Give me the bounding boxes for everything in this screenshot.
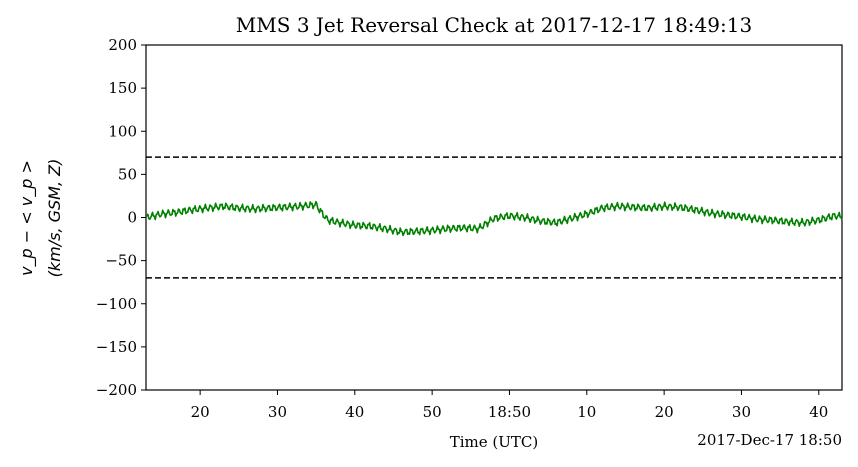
y-tick-label: −100: [96, 295, 137, 313]
y-tick-label: 200: [108, 36, 137, 54]
y-tick-label: −150: [96, 338, 137, 356]
x-axis-label: Time (UTC): [450, 433, 539, 451]
x-tick-label: 18:50: [488, 403, 531, 421]
y-tick-label: 50: [118, 165, 137, 183]
y-tick-label: −50: [105, 252, 137, 270]
y-tick-label: 0: [127, 209, 137, 227]
y-tick-label: −200: [96, 381, 137, 399]
x-tick-label: 20: [191, 403, 210, 421]
x-tick-label: 30: [268, 403, 287, 421]
y-axis: 200 150 100 50 0 −50 −100 −150 −200: [96, 36, 146, 399]
x-offset-label: 2017-Dec-17 18:50: [697, 431, 842, 449]
x-axis: 20 30 40 50 18:50 10 20 30 40: [191, 390, 828, 421]
plot-area: [145, 44, 843, 391]
y-axis-label: v_p − < v_p > (km/s, GSM, Z): [17, 159, 64, 278]
chart-title: MMS 3 Jet Reversal Check at 2017-12-17 1…: [236, 13, 752, 37]
y-tick-label: 150: [108, 79, 137, 97]
series-layer: [145, 200, 843, 237]
x-tick-label: 40: [809, 403, 828, 421]
y-tick-label: 100: [108, 122, 137, 140]
y-axis-label-line1: v_p − < v_p >: [17, 160, 37, 276]
x-tick-label: 30: [732, 403, 751, 421]
x-tick-label: 40: [345, 403, 364, 421]
threshold-lines: [146, 156, 842, 279]
y-axis-label-line2: (km/s, GSM, Z): [45, 159, 64, 278]
x-tick-label: 50: [423, 403, 442, 421]
x-tick-label: 10: [577, 403, 596, 421]
data-series-line: [145, 200, 843, 237]
x-tick-label: 20: [655, 403, 674, 421]
